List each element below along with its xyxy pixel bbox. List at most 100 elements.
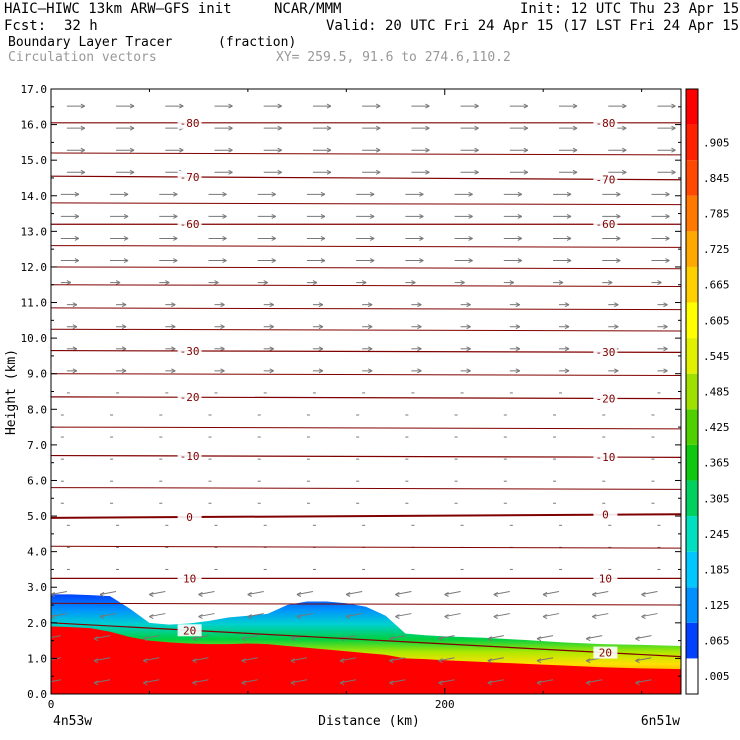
vector-arrowhead xyxy=(564,368,570,374)
vector-arrowhead xyxy=(438,680,443,686)
isotherm-label-bg xyxy=(177,572,202,585)
vector-arrowhead xyxy=(572,103,578,109)
circulation-vector xyxy=(438,679,455,684)
y-tick-label: 14.0 xyxy=(21,190,48,203)
isotherm-line xyxy=(51,202,681,206)
vector-arrowhead xyxy=(247,614,252,620)
vector-arrowhead xyxy=(515,368,521,374)
isotherm-label-bg xyxy=(593,173,618,186)
circulation-vector xyxy=(296,613,314,618)
vector-arrowhead xyxy=(468,236,473,241)
isotherm-line xyxy=(51,487,681,490)
circulation-vector xyxy=(395,591,412,595)
isotherm-label: 10 xyxy=(183,572,196,585)
y-tick-label: 17.0 xyxy=(21,83,48,96)
vector-arrowhead xyxy=(220,324,225,330)
vector-arrowhead xyxy=(241,636,246,642)
vector-arrowhead xyxy=(129,169,135,175)
vector-arrowhead xyxy=(171,368,176,374)
circulation-vector xyxy=(493,613,510,618)
isotherm-line xyxy=(51,622,681,658)
isotherm-label-bg xyxy=(593,392,618,405)
vector-arrowhead xyxy=(269,324,274,330)
circulation-vector xyxy=(586,635,603,640)
isotherm-line xyxy=(51,602,681,606)
vector-arrowhead xyxy=(466,302,471,308)
vector-arrowhead xyxy=(149,592,154,597)
vector-arrowhead xyxy=(608,280,613,286)
vector-arrowhead xyxy=(616,258,621,263)
colorbar-swatch xyxy=(686,160,698,196)
vector-arrowhead xyxy=(523,125,529,131)
vector-arrowhead xyxy=(123,191,129,197)
vector-arrowhead xyxy=(149,614,154,620)
vector-arrowhead xyxy=(614,302,619,308)
vector-arrowhead xyxy=(665,213,670,219)
colorbar-swatch xyxy=(686,195,698,232)
vector-arrowhead xyxy=(326,125,332,131)
y-tick-label: 15.0 xyxy=(21,154,48,167)
vector-arrowhead xyxy=(66,280,72,286)
colorbar-label: .125 xyxy=(703,599,730,612)
vector-arrowhead xyxy=(51,592,56,597)
vector-arrowhead xyxy=(517,258,523,263)
circulation-vector xyxy=(487,679,504,684)
vector-arrowhead xyxy=(474,169,479,175)
circulation-vector xyxy=(340,657,357,662)
colorbar-swatch xyxy=(686,551,698,588)
vector-arrowhead xyxy=(517,191,523,197)
vector-arrowhead xyxy=(614,324,619,330)
y-tick-label: 10.0 xyxy=(21,332,48,345)
circulation-vector xyxy=(635,635,652,640)
y-tick-label: 0.0 xyxy=(27,688,47,701)
vector-arrowhead xyxy=(290,680,296,686)
circulation-vector xyxy=(51,613,67,618)
vector-arrowhead xyxy=(389,658,394,664)
vector-arrowhead xyxy=(123,236,129,241)
vector-arrowhead xyxy=(214,280,219,286)
circulation-vector xyxy=(51,657,61,661)
vector-arrowhead xyxy=(143,658,148,664)
isotherm-label: -20 xyxy=(595,392,615,405)
vector-arrowhead xyxy=(592,592,597,597)
vector-arrowhead xyxy=(419,236,424,241)
vector-arrowhead xyxy=(228,169,233,175)
vector-arrowhead xyxy=(536,658,542,664)
colorbar-label: .485 xyxy=(703,386,730,399)
vector-arrowhead xyxy=(542,614,548,620)
vector-arrowhead xyxy=(493,592,499,597)
vector-arrowhead xyxy=(290,658,296,664)
vector-arrowhead xyxy=(123,213,129,219)
vector-arrowhead xyxy=(523,103,529,109)
vector-arrowhead xyxy=(45,681,49,685)
isotherm-label: -70 xyxy=(180,171,200,184)
vector-arrowhead xyxy=(466,324,471,330)
circulation-vector xyxy=(93,679,111,684)
vector-arrowhead xyxy=(515,302,521,308)
vector-arrowhead xyxy=(320,191,326,197)
isotherm-label-bg xyxy=(593,218,618,231)
vector-arrowhead xyxy=(425,169,430,175)
vector-arrowhead xyxy=(375,147,381,153)
vector-arrowhead xyxy=(269,302,274,308)
isotherm-line xyxy=(51,454,681,458)
vector-arrowhead xyxy=(665,236,670,241)
vector-arrowhead xyxy=(173,236,178,241)
x-endpoint-left: 4n53w xyxy=(53,714,92,729)
colorbar-label: .365 xyxy=(703,457,730,470)
vector-arrowhead xyxy=(671,103,676,109)
vector-arrowhead xyxy=(129,103,135,109)
vector-arrowhead xyxy=(318,302,324,308)
vector-arrowhead xyxy=(509,280,515,286)
vector-arrowhead xyxy=(271,191,276,197)
isotherm-line xyxy=(51,373,681,376)
vector-arrowhead xyxy=(517,213,523,219)
vector-arrowhead xyxy=(171,302,176,308)
isotherm-line xyxy=(51,284,681,288)
vector-arrowhead xyxy=(121,324,127,330)
circulation-vector xyxy=(635,657,652,662)
circulation-vector xyxy=(51,679,61,683)
isotherm-label-bg xyxy=(593,116,618,129)
vector-arrowhead xyxy=(572,169,578,175)
isotherm-label: 0 xyxy=(186,511,193,524)
